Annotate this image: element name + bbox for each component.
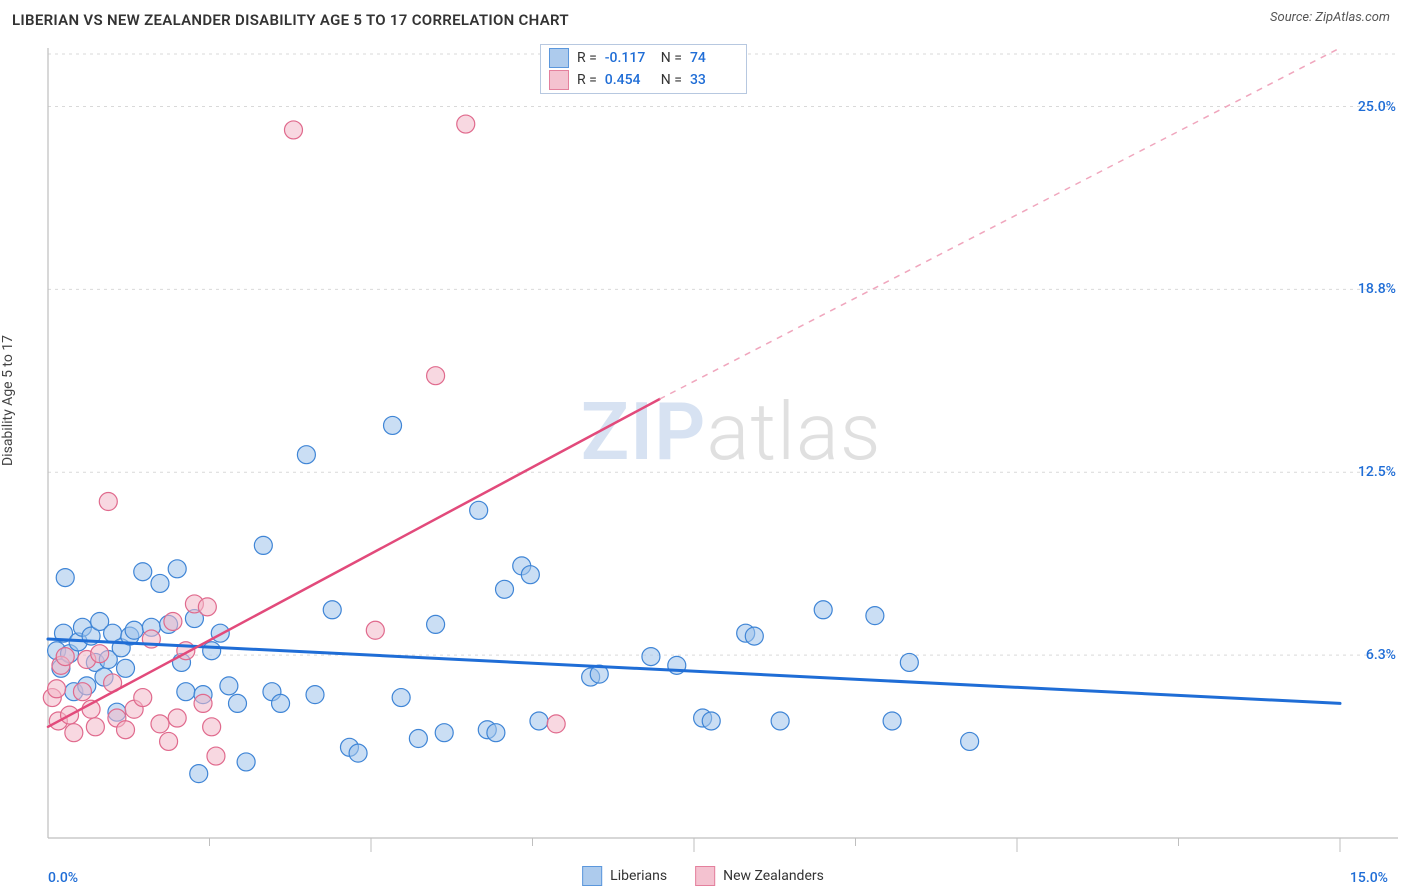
swatch-liberians: [549, 48, 569, 68]
y-tick-label: 12.5%: [1358, 464, 1396, 480]
legend-label-newzealanders: New Zealanders: [723, 868, 824, 884]
swatch-newzealanders-icon: [695, 866, 715, 886]
y-tick-label: 18.8%: [1358, 281, 1396, 297]
chart-header: LIBERIAN VS NEW ZEALANDER DISABILITY AGE…: [0, 0, 1406, 40]
chart-title: LIBERIAN VS NEW ZEALANDER DISABILITY AGE…: [12, 11, 569, 29]
y-axis-label: Disability Age 5 to 17: [0, 335, 16, 466]
r-value-newzealanders: 0.454: [605, 72, 653, 88]
r-value-liberians: -0.117: [605, 50, 653, 66]
n-value-liberians: 74: [690, 50, 738, 66]
legend-row-newzealanders: R = 0.454 N = 33: [545, 69, 742, 91]
legend-label-liberians: Liberians: [610, 868, 667, 884]
chart-area: ZIPatlas Disability Age 5 to 17 R = -0.1…: [0, 40, 1406, 892]
swatch-newzealanders: [549, 70, 569, 90]
series-legend: Liberians New Zealanders: [582, 866, 824, 886]
scatter-plot-svg: [0, 40, 1406, 892]
source-attribution: Source: ZipAtlas.com: [1270, 10, 1390, 25]
y-tick-label: 6.3%: [1366, 647, 1396, 663]
legend-row-liberians: R = -0.117 N = 74: [545, 47, 742, 69]
legend-item-newzealanders: New Zealanders: [695, 866, 824, 886]
swatch-liberians-icon: [582, 866, 602, 886]
legend-item-liberians: Liberians: [582, 866, 667, 886]
correlation-legend: R = -0.117 N = 74 R = 0.454 N = 33: [540, 44, 747, 94]
x-axis-max-label: 15.0%: [1350, 870, 1388, 886]
n-value-newzealanders: 33: [690, 72, 738, 88]
x-axis-min-label: 0.0%: [48, 870, 78, 886]
y-tick-label: 25.0%: [1358, 99, 1396, 115]
